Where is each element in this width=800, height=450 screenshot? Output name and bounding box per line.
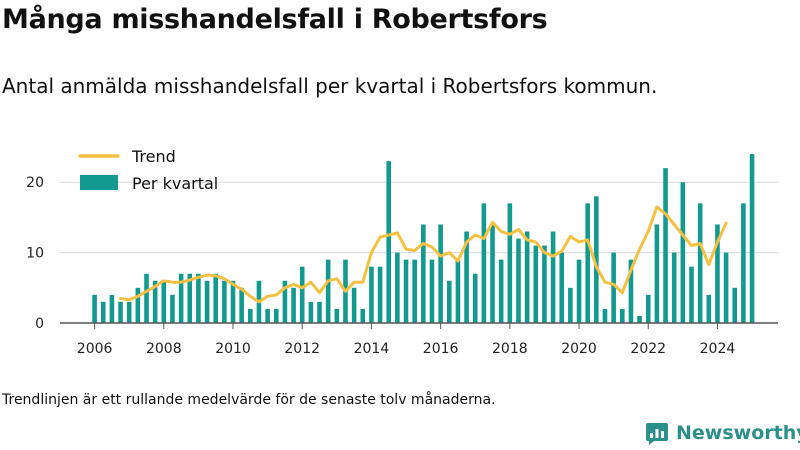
- bar: [135, 287, 141, 323]
- bar: [325, 259, 331, 323]
- bar: [282, 280, 288, 323]
- bar: [377, 266, 383, 323]
- bar: [412, 259, 417, 323]
- bar: [446, 280, 452, 323]
- x-tick-label: 2008: [146, 341, 182, 357]
- bar: [438, 224, 443, 323]
- bar: [360, 308, 366, 323]
- bar: [671, 252, 677, 323]
- legend-label-trend: Trend: [131, 147, 176, 166]
- x-tick-label: 2016: [423, 341, 459, 357]
- bar: [455, 259, 461, 323]
- bar: [533, 245, 539, 323]
- bar: [507, 203, 513, 323]
- y-tick-label: 10: [26, 246, 44, 262]
- bar: [697, 203, 703, 323]
- bar: [92, 294, 97, 323]
- bar: [351, 287, 357, 323]
- bar: [386, 161, 392, 323]
- bar: [749, 154, 755, 323]
- bar: [723, 252, 729, 323]
- bar: [585, 203, 590, 323]
- x-tick-label: 2006: [77, 341, 113, 357]
- x-tick-label: 2012: [284, 341, 320, 357]
- bar: [594, 196, 599, 323]
- bar: [741, 203, 746, 323]
- bar: [196, 273, 201, 323]
- chart-title: Många misshandelsfall i Robertsfors: [2, 4, 548, 35]
- bar: [144, 273, 149, 323]
- bar: [395, 252, 400, 323]
- bar: [187, 273, 193, 323]
- bar: [516, 238, 521, 323]
- x-tick-label: 2010: [215, 341, 251, 357]
- bar: [429, 259, 435, 323]
- newsworthy-logo-icon: [646, 423, 668, 445]
- legend-swatch-bars: [80, 175, 118, 190]
- trend-line: [119, 205, 728, 304]
- legend-label-bars: Per kvartal: [132, 174, 218, 193]
- bar: [299, 266, 305, 323]
- bar: [230, 280, 236, 323]
- bar: [559, 252, 565, 323]
- bar: [568, 287, 573, 323]
- bar: [542, 245, 547, 323]
- bar-chart: 0 10 20 2006 2008 2010 2012 2014 2016 2018 2020 202…: [26, 147, 778, 357]
- x-tick-label: 2018: [492, 341, 528, 357]
- bar: [291, 287, 296, 323]
- bar: [637, 315, 642, 323]
- bar: [170, 294, 175, 323]
- bar: [118, 301, 123, 323]
- bar: [222, 280, 227, 323]
- bar: [611, 252, 616, 323]
- bar: [308, 301, 314, 323]
- bar: [645, 294, 651, 323]
- bar: [498, 259, 504, 323]
- y-tick-label: 0: [35, 316, 44, 332]
- bar: [680, 182, 686, 323]
- bar: [464, 231, 469, 323]
- bar: [550, 231, 556, 323]
- bar: [403, 259, 409, 323]
- bar: [265, 308, 270, 323]
- bar: [204, 280, 210, 323]
- bar: [472, 273, 478, 323]
- bar: [161, 280, 167, 323]
- bar: [490, 224, 495, 323]
- x-tick-label: 2024: [700, 341, 736, 357]
- bar: [334, 308, 340, 323]
- bar: [126, 301, 132, 323]
- bar: [100, 301, 106, 323]
- bar: [152, 280, 158, 323]
- x-tick-label: 2014: [354, 341, 390, 357]
- bar: [663, 168, 668, 323]
- bar: [178, 273, 184, 323]
- bar: [273, 308, 279, 323]
- bar: [706, 294, 712, 323]
- bar: [602, 308, 608, 323]
- y-tick-label: 20: [26, 175, 44, 191]
- bar: [109, 294, 115, 323]
- bar: [421, 224, 426, 323]
- bar: [619, 308, 625, 323]
- bar: [576, 259, 582, 323]
- x-tick-label: 2020: [561, 341, 597, 357]
- bar: [628, 259, 634, 323]
- chart-footnote: Trendlinjen är ett rullande medelvärde f…: [2, 392, 496, 408]
- bar: [369, 266, 374, 323]
- brand-name: Newsworthy: [676, 422, 800, 444]
- x-tick-label: 2022: [630, 341, 666, 357]
- bar: [481, 203, 487, 323]
- bar: [715, 224, 720, 323]
- bar: [248, 308, 253, 323]
- bar: [654, 224, 660, 323]
- bar: [213, 273, 219, 323]
- newsworthy-logo: Newsworthy: [645, 421, 800, 445]
- bar: [524, 231, 530, 323]
- chart-subtitle: Antal anmälda misshandelsfall per kvarta…: [2, 74, 658, 98]
- bar: [689, 266, 694, 323]
- bar: [732, 287, 738, 323]
- bar: [317, 301, 322, 323]
- bar: [239, 287, 244, 323]
